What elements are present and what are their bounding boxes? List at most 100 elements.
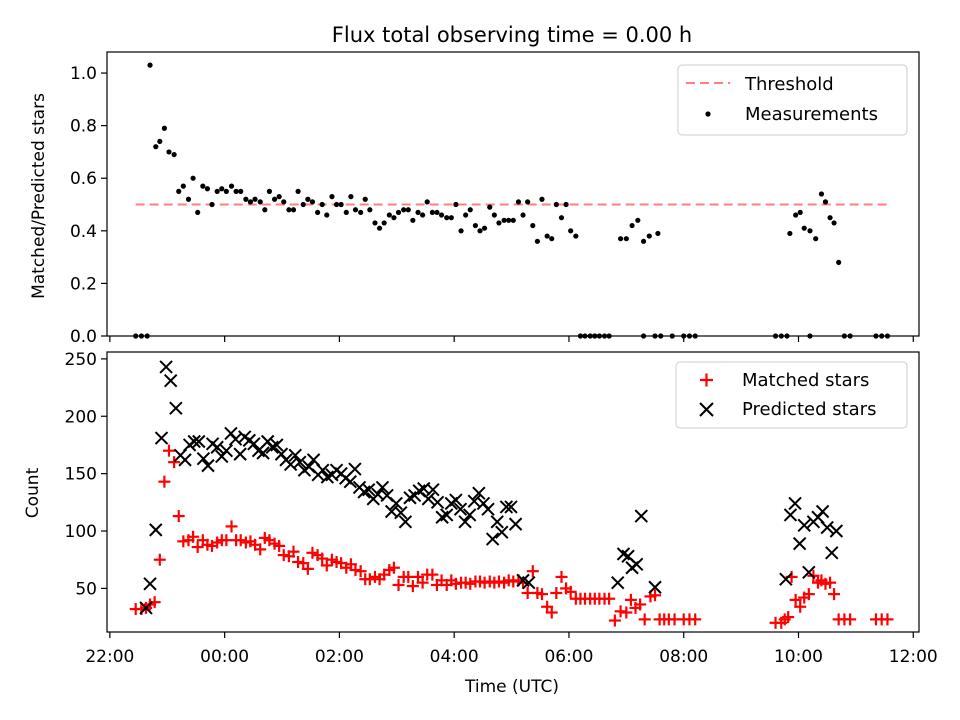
count-x-tick-label: 12:00 — [889, 647, 938, 667]
measurement-point — [481, 225, 488, 231]
measurement-point — [491, 212, 497, 218]
measurement-point — [520, 212, 526, 218]
measurement-point — [787, 230, 793, 237]
matched-star-point — [608, 614, 621, 627]
predicted-star-point — [159, 360, 173, 374]
count-y-tick-label: 150 — [65, 465, 97, 485]
measurement-point — [472, 222, 479, 229]
measurement-point — [592, 333, 598, 339]
measurement-point — [295, 188, 301, 194]
ratio-y-axis-label: Matched/Predicted stars — [29, 93, 49, 299]
measurement-point — [558, 215, 565, 221]
measurement-point — [793, 212, 799, 218]
matched-star-point — [782, 611, 795, 624]
measurement-point — [434, 209, 440, 216]
count-y-ticks: 50 100 150 200 250 — [65, 350, 107, 599]
predicted-star-point — [788, 496, 802, 511]
measurement-point — [467, 207, 473, 213]
predicted-star-point — [375, 480, 390, 495]
predicted-star-point — [611, 575, 625, 590]
ratio-y-tick-label: 0.0 — [70, 327, 97, 347]
predicted-star-point — [139, 601, 153, 615]
predicted-star-point — [495, 525, 509, 539]
measurement-point — [271, 196, 278, 202]
measurement-point — [640, 238, 647, 244]
matched-star-point — [526, 565, 539, 578]
matched-star-point — [844, 613, 857, 626]
count-legend: Matched stars Predicted stars — [675, 361, 908, 429]
matched-star-point — [634, 598, 647, 611]
predicted-star-point — [421, 492, 436, 506]
measurement-point — [807, 333, 813, 339]
measurement-point — [138, 333, 145, 339]
matched-star-point — [320, 559, 333, 572]
predicted-star-point — [233, 447, 247, 461]
measurement-point — [596, 333, 602, 339]
measurement-point — [300, 201, 306, 208]
measurement-point — [818, 191, 825, 197]
predicted-star-point — [256, 446, 270, 460]
measurement-point — [515, 199, 522, 205]
measurement-point — [190, 175, 196, 181]
predicted-star-point — [802, 565, 816, 580]
measurement-point — [200, 183, 206, 189]
matched-star-point — [492, 575, 505, 588]
matched-star-point — [416, 576, 429, 589]
predicted-star-point — [815, 504, 830, 519]
measurement-point — [233, 188, 239, 194]
measurement-point — [429, 209, 435, 216]
measurement-point — [640, 333, 647, 339]
measurement-point — [827, 215, 833, 221]
predicted-star-points — [139, 360, 844, 615]
matched-star-point — [306, 546, 319, 559]
measurement-point — [420, 212, 426, 218]
measurement-point — [176, 188, 182, 194]
measurement-points — [133, 62, 891, 339]
measurement-point — [496, 220, 502, 226]
matched-star-point — [550, 586, 563, 599]
count-y-tick-label: 50 — [75, 579, 97, 599]
predicted-star-point — [648, 580, 662, 594]
measurement-point — [463, 212, 469, 218]
matched-star-point — [158, 475, 171, 488]
count-x-tick-label: 04:00 — [430, 647, 479, 667]
measurement-point — [214, 188, 220, 194]
matched-star-point — [187, 530, 200, 543]
measurement-point — [444, 215, 450, 221]
matched-star-point — [794, 600, 807, 613]
count-x-tick-label: 00:00 — [200, 647, 249, 667]
predicted-star-point — [435, 510, 449, 524]
measurement-point — [836, 259, 842, 265]
predicted-star-point — [169, 401, 183, 415]
matched-star-points — [129, 444, 894, 629]
count-x-ticks: 22:00 00:00 02:00 04:00 06:00 08:00 10:00 12:00 — [85, 632, 938, 667]
measurement-point — [549, 236, 555, 242]
measurement-point — [563, 201, 569, 208]
predicted-star-point — [210, 440, 224, 454]
measurement-point — [381, 220, 387, 226]
predicted-star-point — [820, 520, 834, 535]
predicted-star-point — [270, 438, 284, 452]
measurement-point — [884, 333, 891, 339]
measurement-point — [681, 333, 687, 339]
predicted-star-point — [196, 452, 211, 466]
matched-star-point — [162, 444, 175, 457]
ratio-legend-box — [677, 64, 908, 136]
ratio-plot: 0.0 0.2 0.4 0.6 0.8 1.0 Matched/Predicted sta… — [29, 51, 920, 347]
legend-matched-swatch — [700, 373, 713, 387]
measurement-point — [309, 199, 316, 205]
measurement-point — [144, 333, 150, 339]
matched-star-point — [254, 543, 267, 556]
matched-star-point — [273, 539, 286, 552]
predicted-star-point — [398, 515, 413, 529]
predicted-star-point — [472, 486, 486, 500]
predicted-star-point — [634, 509, 648, 523]
matched-star-point — [168, 456, 181, 469]
measurement-point — [525, 199, 531, 205]
measurement-point — [362, 196, 368, 202]
measurement-point — [477, 228, 483, 234]
measurement-point — [315, 209, 321, 216]
measurement-point — [544, 233, 550, 239]
measurement-point — [247, 199, 254, 205]
measurement-point — [147, 62, 153, 68]
